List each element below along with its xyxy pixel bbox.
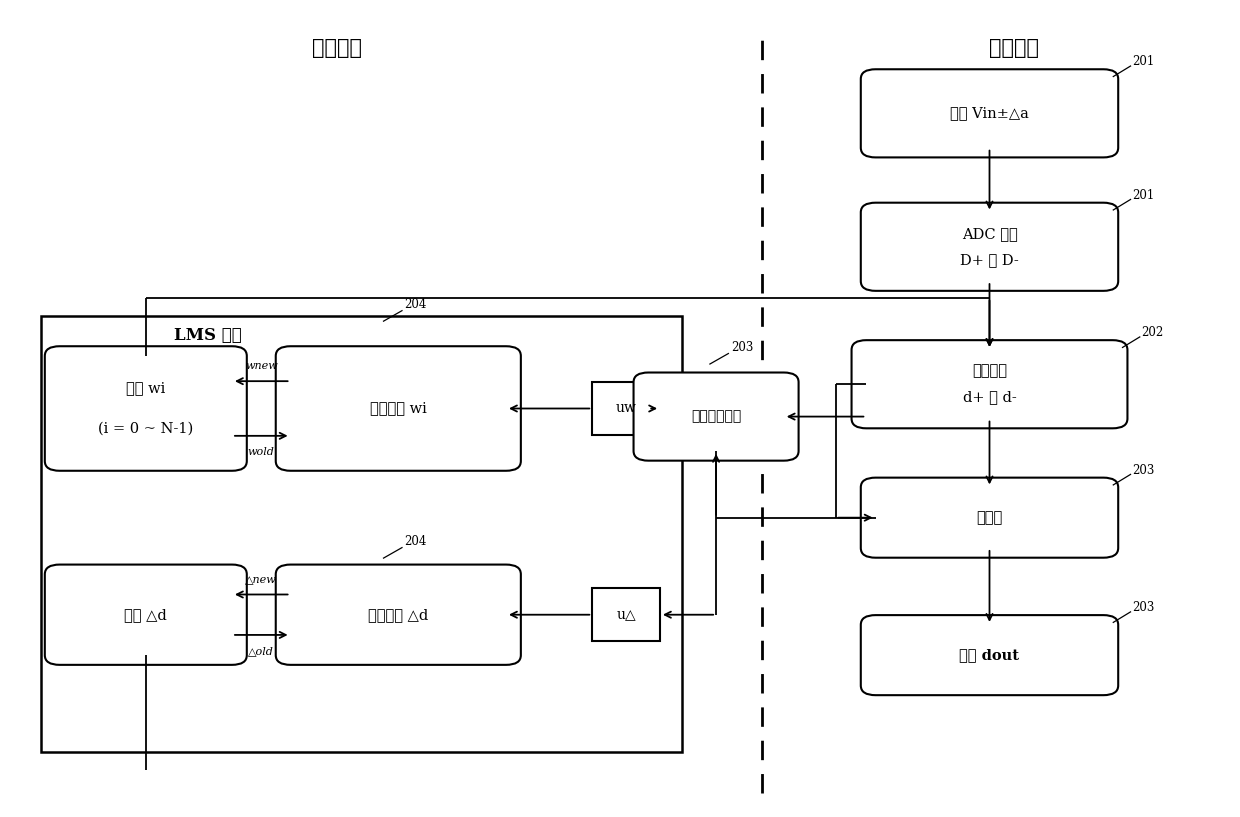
- Text: wnew: wnew: [246, 361, 278, 372]
- FancyBboxPatch shape: [634, 373, 799, 461]
- FancyBboxPatch shape: [861, 478, 1118, 558]
- Text: △new: △new: [246, 575, 278, 585]
- Text: 输出 wi: 输出 wi: [126, 382, 165, 395]
- Text: d+ 和 d-: d+ 和 d-: [962, 391, 1017, 404]
- Text: 计算获得: 计算获得: [972, 364, 1007, 378]
- Text: 计算更新 wi: 计算更新 wi: [370, 401, 427, 416]
- FancyBboxPatch shape: [45, 565, 247, 665]
- Text: uw: uw: [616, 401, 636, 416]
- Text: D+ 和 D-: D+ 和 D-: [960, 252, 1019, 267]
- Text: △old: △old: [248, 646, 274, 656]
- Text: ADC 输出: ADC 输出: [962, 226, 1017, 241]
- Text: 201: 201: [1132, 189, 1154, 202]
- FancyBboxPatch shape: [861, 69, 1118, 158]
- Text: 204: 204: [404, 535, 427, 548]
- Text: 203: 203: [1132, 601, 1154, 614]
- Text: 计算更新 △d: 计算更新 △d: [368, 608, 429, 622]
- Text: 数字校准: 数字校准: [311, 39, 362, 58]
- FancyBboxPatch shape: [45, 346, 247, 471]
- Text: 求平均: 求平均: [976, 511, 1003, 525]
- Text: 203: 203: [730, 342, 753, 355]
- Text: 权重误差计算: 权重误差计算: [691, 409, 742, 423]
- FancyBboxPatch shape: [852, 340, 1127, 428]
- Text: 采样 Vin±△a: 采样 Vin±△a: [950, 106, 1029, 120]
- Text: LMS 运算: LMS 运算: [174, 328, 242, 344]
- Bar: [593, 588, 660, 641]
- Text: (i = 0 ~ N-1): (i = 0 ~ N-1): [98, 422, 193, 435]
- Text: 203: 203: [1132, 464, 1154, 477]
- Text: u△: u△: [616, 608, 636, 622]
- FancyBboxPatch shape: [861, 203, 1118, 291]
- Text: 202: 202: [1141, 326, 1163, 339]
- Text: wold: wold: [248, 447, 275, 458]
- Text: 模数转换: 模数转换: [990, 39, 1039, 58]
- Text: 204: 204: [404, 298, 427, 311]
- Text: 201: 201: [1132, 56, 1154, 69]
- Bar: [593, 382, 660, 435]
- FancyBboxPatch shape: [275, 346, 521, 471]
- Text: 输出 △d: 输出 △d: [124, 608, 167, 622]
- FancyBboxPatch shape: [861, 615, 1118, 695]
- Text: 输出 dout: 输出 dout: [960, 648, 1019, 662]
- FancyBboxPatch shape: [275, 565, 521, 665]
- Bar: [41, 315, 682, 752]
